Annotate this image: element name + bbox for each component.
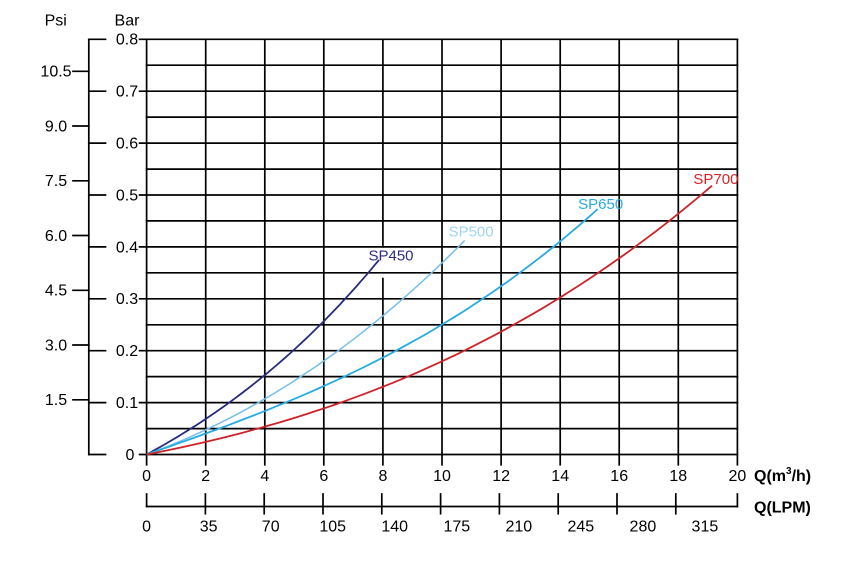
svg-text:4: 4 [260,468,269,485]
svg-text:10: 10 [433,468,451,485]
svg-text:0: 0 [142,468,151,485]
svg-text:0.3: 0.3 [116,291,138,308]
svg-text:10.5: 10.5 [40,64,71,81]
svg-text:0.4: 0.4 [116,239,138,256]
svg-text:6.0: 6.0 [45,228,67,245]
svg-text:Q(LPM): Q(LPM) [754,500,811,517]
svg-text:Bar: Bar [115,13,141,30]
svg-text:35: 35 [200,519,218,536]
svg-text:0.6: 0.6 [116,136,138,153]
svg-text:SP450: SP450 [368,248,413,265]
svg-text:8: 8 [378,468,387,485]
svg-text:0.8: 0.8 [116,32,138,49]
svg-text:245: 245 [567,519,594,536]
svg-text:0.2: 0.2 [116,343,138,360]
svg-text:175: 175 [443,519,470,536]
svg-text:16: 16 [610,468,628,485]
svg-text:9.0: 9.0 [45,118,67,135]
svg-text:1.5: 1.5 [45,392,67,409]
svg-text:105: 105 [319,519,346,536]
svg-text:Q(m3/h): Q(m3/h) [754,466,811,485]
svg-text:20: 20 [729,468,747,485]
svg-text:18: 18 [669,468,687,485]
svg-text:70: 70 [262,519,280,536]
svg-text:0: 0 [126,447,135,464]
svg-text:Psi: Psi [45,13,67,30]
svg-text:0.7: 0.7 [116,84,138,101]
svg-text:SP700: SP700 [693,171,738,188]
svg-text:0: 0 [142,519,151,536]
svg-text:0.5: 0.5 [116,187,138,204]
svg-text:0.1: 0.1 [116,395,138,412]
svg-text:210: 210 [505,519,532,536]
svg-text:140: 140 [381,519,408,536]
svg-text:2: 2 [201,468,210,485]
svg-text:7.5: 7.5 [45,173,67,190]
svg-text:315: 315 [692,519,719,536]
svg-text:14: 14 [551,468,569,485]
svg-text:6: 6 [319,468,328,485]
svg-text:12: 12 [492,468,510,485]
svg-text:4.5: 4.5 [45,283,67,300]
svg-text:280: 280 [630,519,657,536]
svg-text:SP650: SP650 [578,196,623,213]
svg-text:3.0: 3.0 [45,337,67,354]
svg-text:SP500: SP500 [449,224,494,241]
